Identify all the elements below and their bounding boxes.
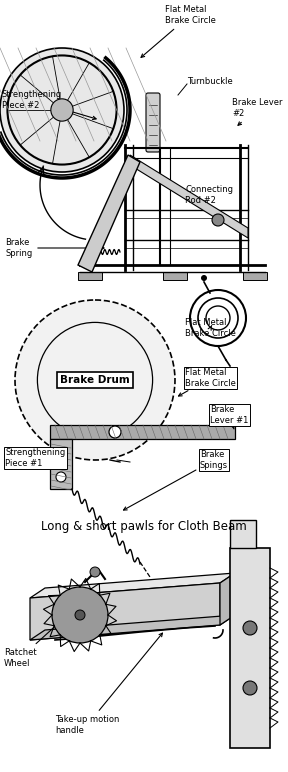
- Polygon shape: [30, 573, 235, 598]
- Bar: [243, 272, 267, 280]
- Circle shape: [56, 472, 66, 482]
- Text: Ratchet
Wheel: Ratchet Wheel: [4, 623, 59, 668]
- Polygon shape: [30, 615, 235, 640]
- Text: Brake
Lever #1: Brake Lever #1: [210, 405, 248, 429]
- Bar: [50, 439, 72, 489]
- Circle shape: [109, 426, 121, 438]
- Bar: [50, 425, 235, 439]
- Bar: [78, 272, 102, 280]
- Text: Strengthening
Piece #2: Strengthening Piece #2: [2, 90, 96, 120]
- Circle shape: [52, 587, 108, 643]
- Text: Take-up motion
handle: Take-up motion handle: [55, 633, 162, 735]
- Text: Brake
Spings: Brake Spings: [124, 450, 228, 510]
- Polygon shape: [220, 573, 235, 625]
- Text: Strengthening
Piece #1: Strengthening Piece #1: [5, 449, 65, 468]
- Circle shape: [15, 300, 175, 460]
- Polygon shape: [30, 583, 220, 640]
- Circle shape: [212, 214, 224, 226]
- Bar: [230, 548, 270, 748]
- Polygon shape: [130, 155, 248, 238]
- Circle shape: [51, 99, 73, 121]
- Bar: [163, 272, 187, 280]
- Text: Brake
Spring: Brake Spring: [5, 239, 104, 258]
- Text: Flat Metal
Brake Circle: Flat Metal Brake Circle: [179, 368, 236, 396]
- Circle shape: [90, 567, 100, 577]
- Text: Flat Metal
Brake Circle: Flat Metal Brake Circle: [141, 5, 216, 57]
- FancyBboxPatch shape: [146, 93, 160, 152]
- Text: Turnbuckle: Turnbuckle: [187, 77, 233, 86]
- Text: Brake Drum: Brake Drum: [60, 375, 130, 385]
- Text: Brake Lever
#2: Brake Lever #2: [232, 98, 283, 125]
- Text: Flat Metal
Brake Circle: Flat Metal Brake Circle: [185, 318, 236, 337]
- Circle shape: [75, 610, 85, 620]
- Circle shape: [0, 48, 124, 172]
- Circle shape: [243, 681, 257, 695]
- Text: Long & short pawls for Cloth Beam: Long & short pawls for Cloth Beam: [41, 520, 247, 533]
- Bar: [230, 520, 256, 548]
- Circle shape: [201, 275, 207, 281]
- Text: Connecting
Rod #2: Connecting Rod #2: [185, 185, 233, 205]
- Circle shape: [243, 621, 257, 635]
- Circle shape: [227, 367, 233, 373]
- Polygon shape: [78, 155, 140, 272]
